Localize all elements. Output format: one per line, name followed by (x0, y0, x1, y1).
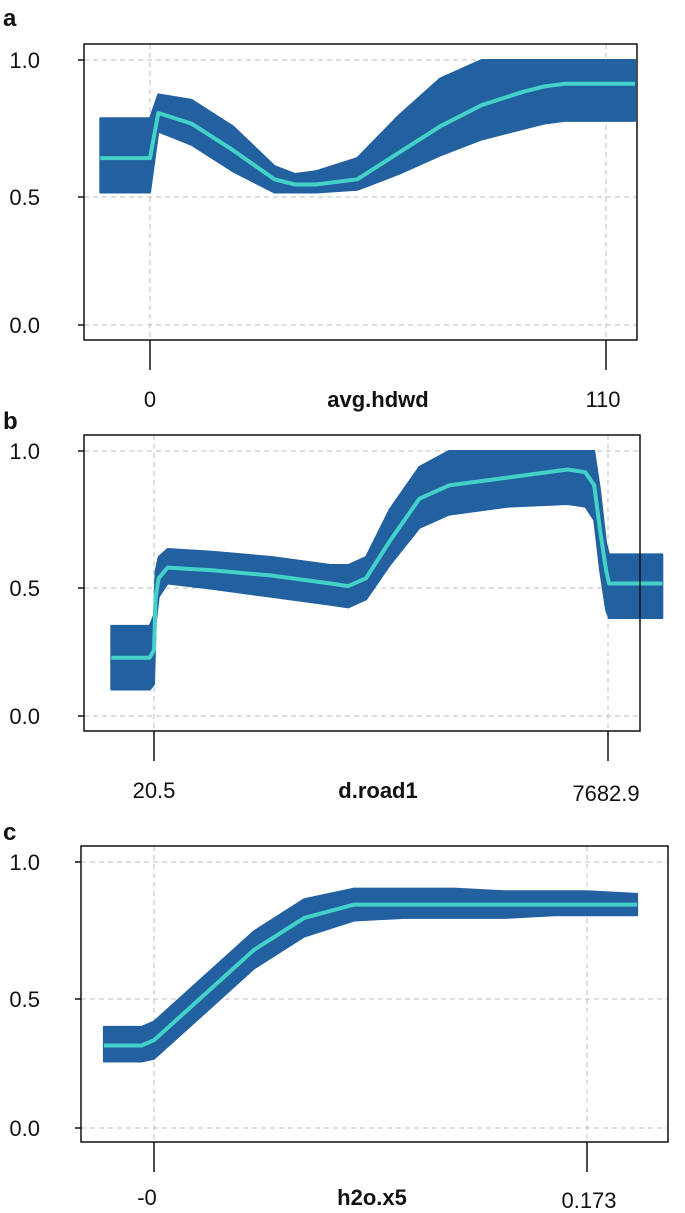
plot-frame (83, 43, 638, 341)
x-tick-label-first: 0 (144, 387, 156, 412)
x-tick-label-last: 7682.9 (572, 781, 639, 806)
panel-b: b 1.0 0.5 0.0 20.5 d.road1 7682.9 (3, 408, 664, 806)
y-tick-label-0.5: 0.5 (9, 576, 40, 601)
x-axis-label: h2o.x5 (337, 1185, 407, 1210)
x-tick-label-last: 0.173 (561, 1188, 616, 1213)
plot-frame (83, 434, 641, 732)
y-tick-label-0: 0.0 (9, 313, 40, 338)
response-curve (111, 467, 663, 660)
confidence-band (102, 887, 639, 1063)
y-tick-label-0.5: 0.5 (9, 987, 40, 1012)
y-tick-label-1: 1.0 (9, 48, 40, 73)
panel-label-b: b (3, 408, 18, 435)
x-axis-label: d.road1 (338, 778, 417, 803)
confidence-band (99, 59, 636, 194)
panel-label-a: a (3, 5, 17, 32)
y-tick-label-0: 0.0 (9, 1116, 40, 1141)
y-tick-label-1: 1.0 (9, 439, 40, 464)
x-tick-label-first: -0 (137, 1185, 157, 1210)
response-curve (103, 902, 638, 1048)
panel-a: a 1.0 0.5 0.0 0 avg.hdwd 110 (3, 5, 638, 412)
plot-frame (80, 845, 669, 1143)
y-tick-label-1: 1.0 (9, 850, 40, 875)
panel-label-c: c (3, 819, 16, 846)
panel-c: c 1.0 0.5 0.0 -0 h2o.x5 0.173 (3, 819, 669, 1213)
y-tick-label-0.5: 0.5 (9, 185, 40, 210)
x-axis-label: avg.hdwd (327, 387, 428, 412)
y-tick-label-0: 0.0 (9, 704, 40, 729)
x-tick-label-first: 20.5 (133, 778, 176, 803)
response-curve (100, 81, 635, 187)
x-tick-label-last: 110 (585, 387, 620, 412)
